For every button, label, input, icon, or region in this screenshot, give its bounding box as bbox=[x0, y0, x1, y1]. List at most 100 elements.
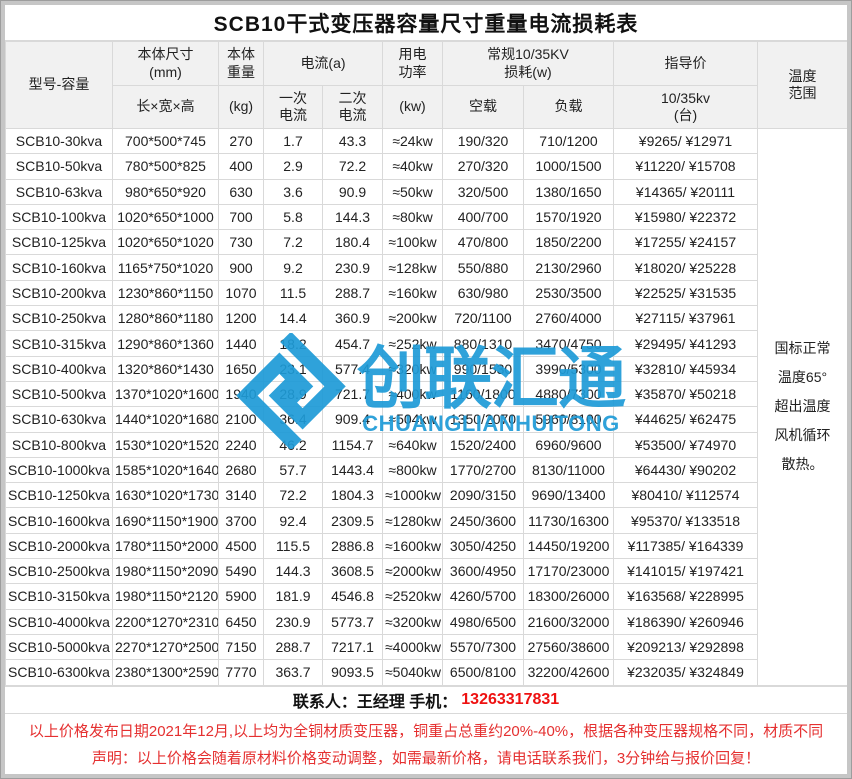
col-header-loss-group: 常规10/35KV 损耗(w) bbox=[442, 41, 614, 86]
cell-primary-current: 288.7 bbox=[263, 633, 323, 661]
table-row: SCB10-30kva 700*500*745 270 1.7 43.3 ≈24kw 190… bbox=[5, 127, 847, 686]
cell-noload-loss: 400/700 bbox=[442, 203, 524, 231]
cell-power: ≈80kw bbox=[382, 203, 443, 231]
table-row: SCB10-4000kva 2200*1270*2310 6450 230.9 5773… bbox=[5, 608, 848, 635]
cell-power: ≈252kw bbox=[382, 330, 443, 357]
col-header-temp: 温度 范围 bbox=[757, 41, 847, 129]
cell-primary-current: 3.6 bbox=[263, 178, 323, 205]
cell-noload-loss: 190/320 bbox=[442, 127, 524, 155]
cell-load-loss: 4880/7300 bbox=[523, 380, 614, 408]
cell-secondary-current: 144.3 bbox=[322, 203, 383, 231]
cell-secondary-current: 90.9 bbox=[322, 178, 383, 205]
cell-load-loss: 3990/5300 bbox=[523, 355, 614, 382]
table-row: SCB10-630kva 1440*1020*1680 2100 36.4 909.4 ≈… bbox=[5, 406, 848, 433]
cell-weight: 1200 bbox=[218, 305, 264, 332]
cell-model: SCB10-1250kva bbox=[5, 482, 113, 509]
table-row: SCB10-250kva 1280*860*1180 1200 14.4 360.9 ≈2… bbox=[5, 305, 848, 332]
cell-primary-current: 181.9 bbox=[263, 583, 323, 610]
cell-secondary-current: 230.9 bbox=[322, 254, 383, 281]
cell-weight: 270 bbox=[218, 127, 264, 155]
table-row: SCB10-2500kva 1980*1150*2090 5490 144.3 3608… bbox=[5, 558, 848, 585]
price-notes: 以上价格发布日期2021年12月,以上均为全铜材质变压器，铜重占总重约20%-4… bbox=[5, 713, 847, 774]
price-note-line: 以上价格发布日期2021年12月,以上均为全铜材质变压器，铜重占总重约20%-4… bbox=[28, 722, 824, 740]
cell-size: 1780*1150*2000 bbox=[112, 532, 219, 560]
cell-noload-loss: 2450/3600 bbox=[442, 507, 524, 534]
cell-power: ≈1280kw bbox=[382, 507, 443, 534]
cell-load-loss: 1000/1500 bbox=[523, 153, 614, 180]
cell-weight: 2240 bbox=[218, 431, 264, 458]
cell-model: SCB10-50kva bbox=[5, 153, 113, 180]
cell-noload-loss: 5570/7300 bbox=[442, 633, 524, 661]
cell-secondary-current: 180.4 bbox=[322, 229, 383, 256]
cell-secondary-current: 577.4 bbox=[322, 355, 383, 382]
cell-primary-current: 46.2 bbox=[263, 431, 323, 458]
col-header-model: 型号-容量 bbox=[5, 41, 113, 129]
temp-note-line: 超出温度 bbox=[774, 398, 831, 415]
cell-weight: 4500 bbox=[218, 532, 264, 560]
cell-weight: 730 bbox=[218, 229, 264, 256]
cell-size: 1630*1020*1730 bbox=[112, 482, 219, 509]
table-row: SCB10-400kva 1320*860*1430 1650 23.1 577.4 ≈3… bbox=[5, 355, 848, 382]
cell-load-loss: 32200/42600 bbox=[523, 659, 614, 686]
cell-price: ¥9265/ ¥12971 bbox=[613, 127, 758, 155]
cell-model: SCB10-3150kva bbox=[5, 583, 113, 610]
contact-phone[interactable]: 13263317831 bbox=[461, 690, 560, 708]
cell-noload-loss: 720/1100 bbox=[442, 305, 524, 332]
cell-weight: 900 bbox=[218, 254, 264, 281]
cell-load-loss: 21600/32000 bbox=[523, 608, 614, 635]
cell-model: SCB10-315kva bbox=[5, 330, 113, 357]
cell-weight: 1440 bbox=[218, 330, 264, 357]
temp-note-line: 温度65° bbox=[777, 369, 828, 386]
cell-price: ¥163568/ ¥228995 bbox=[613, 583, 758, 610]
cell-price: ¥35870/ ¥50218 bbox=[613, 380, 758, 408]
col-header-power: 用电 功率 bbox=[382, 41, 443, 86]
cell-noload-loss: 2090/3150 bbox=[442, 482, 524, 509]
cell-secondary-current: 360.9 bbox=[322, 305, 383, 332]
cell-size: 1980*1150*2120 bbox=[112, 583, 219, 610]
cell-size: 1020*650*1020 bbox=[112, 229, 219, 256]
cell-size: 780*500*825 bbox=[112, 153, 219, 180]
cell-power: ≈100kw bbox=[382, 229, 443, 256]
cell-primary-current: 144.3 bbox=[263, 558, 323, 585]
col-subheader-secondary-current: 二次 电流 bbox=[322, 85, 383, 129]
table-row: SCB10-1600kva 1690*1150*1900 3700 92.4 2309.… bbox=[5, 507, 848, 534]
cell-size: 980*650*920 bbox=[112, 178, 219, 205]
cell-model: SCB10-1000kva bbox=[5, 456, 113, 484]
table-row: SCB10-5000kva 2270*1270*2500 7150 288.7 7217… bbox=[5, 633, 848, 661]
cell-model: SCB10-125kva bbox=[5, 229, 113, 256]
cell-secondary-current: 3608.5 bbox=[322, 558, 383, 585]
cell-noload-loss: 1350/2070 bbox=[442, 406, 524, 433]
cell-price: ¥29495/ ¥41293 bbox=[613, 330, 758, 357]
cell-primary-current: 57.7 bbox=[263, 456, 323, 484]
cell-load-loss: 11730/16300 bbox=[523, 507, 614, 534]
cell-model: SCB10-5000kva bbox=[5, 633, 113, 661]
cell-primary-current: 1.7 bbox=[263, 127, 323, 155]
title-bar: SCB10干式变压器容量尺寸重量电流损耗表 bbox=[5, 5, 847, 41]
table-row: SCB10-160kva 1165*750*1020 900 9.2 230.9 ≈128… bbox=[5, 254, 848, 281]
cell-secondary-current: 9093.5 bbox=[322, 659, 383, 686]
col-header-weight: 本体 重量 bbox=[218, 41, 264, 86]
cell-weight: 5900 bbox=[218, 583, 264, 610]
cell-model: SCB10-200kva bbox=[5, 279, 113, 307]
cell-primary-current: 23.1 bbox=[263, 355, 323, 382]
cell-secondary-current: 909.4 bbox=[322, 406, 383, 433]
col-header-price: 指导价 bbox=[613, 41, 758, 86]
cell-power: ≈5040kw bbox=[382, 659, 443, 686]
cell-weight: 1940 bbox=[218, 380, 264, 408]
temp-note-line: 国标正常 bbox=[774, 340, 831, 357]
cell-size: 2380*1300*2590 bbox=[112, 659, 219, 686]
cell-weight: 7150 bbox=[218, 633, 264, 661]
cell-secondary-current: 1804.3 bbox=[322, 482, 383, 509]
cell-power: ≈24kw bbox=[382, 127, 443, 155]
cell-model: SCB10-63kva bbox=[5, 178, 113, 205]
cell-power: ≈128kw bbox=[382, 254, 443, 281]
cell-load-loss: 18300/26000 bbox=[523, 583, 614, 610]
cell-secondary-current: 288.7 bbox=[322, 279, 383, 307]
cell-size: 2200*1270*2310 bbox=[112, 608, 219, 635]
cell-power: ≈200kw bbox=[382, 305, 443, 332]
cell-weight: 400 bbox=[218, 153, 264, 180]
cell-price: ¥17255/ ¥24157 bbox=[613, 229, 758, 256]
cell-secondary-current: 5773.7 bbox=[322, 608, 383, 635]
col-header-current-group: 电流(a) bbox=[263, 41, 383, 86]
cell-noload-loss: 470/800 bbox=[442, 229, 524, 256]
